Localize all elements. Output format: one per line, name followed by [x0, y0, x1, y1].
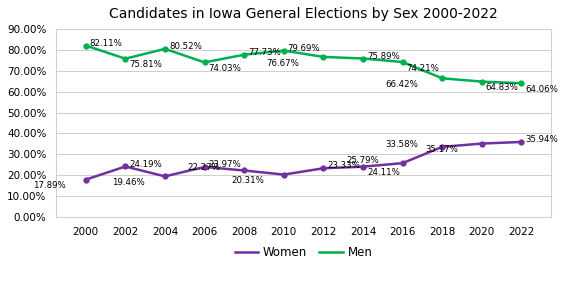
Men — [82, 44, 89, 47]
Text: 24.11%: 24.11% — [367, 169, 400, 177]
Text: 79.69%: 79.69% — [288, 44, 320, 53]
Women — [360, 165, 366, 169]
Text: 82.11%: 82.11% — [90, 39, 123, 48]
Men — [478, 80, 485, 83]
Text: 66.42%: 66.42% — [386, 80, 419, 89]
Line: Men: Men — [83, 43, 524, 86]
Women — [399, 161, 406, 165]
Women — [438, 145, 445, 149]
Text: 19.46%: 19.46% — [112, 178, 145, 187]
Women — [161, 175, 168, 178]
Text: 64.83%: 64.83% — [486, 83, 519, 92]
Line: Women: Women — [83, 140, 524, 182]
Title: Candidates in Iowa General Elections by Sex 2000-2022: Candidates in Iowa General Elections by … — [109, 7, 498, 21]
Text: 23.97%: 23.97% — [208, 160, 241, 169]
Text: 35.94%: 35.94% — [525, 135, 558, 144]
Men — [360, 57, 366, 60]
Men — [161, 47, 168, 51]
Women — [518, 140, 525, 144]
Text: 22.27%: 22.27% — [187, 163, 220, 172]
Text: 17.89%: 17.89% — [33, 182, 66, 191]
Women — [82, 178, 89, 182]
Men — [201, 61, 208, 64]
Text: 35.17%: 35.17% — [425, 145, 458, 154]
Text: 25.79%: 25.79% — [346, 156, 379, 165]
Text: 33.58%: 33.58% — [386, 140, 419, 149]
Text: 20.31%: 20.31% — [231, 176, 264, 185]
Women — [122, 165, 129, 168]
Women — [320, 166, 327, 170]
Men — [122, 57, 129, 61]
Text: 76.67%: 76.67% — [267, 59, 299, 68]
Text: 75.89%: 75.89% — [367, 52, 400, 61]
Men — [399, 60, 406, 64]
Legend: Women, Men: Women, Men — [230, 241, 377, 264]
Text: 75.81%: 75.81% — [130, 61, 162, 70]
Men — [438, 76, 445, 80]
Men — [518, 81, 525, 85]
Women — [241, 169, 248, 172]
Women — [201, 165, 208, 169]
Text: 80.52%: 80.52% — [169, 42, 202, 51]
Women — [281, 173, 287, 176]
Text: 74.03%: 74.03% — [208, 64, 241, 73]
Men — [281, 49, 287, 52]
Women — [478, 142, 485, 145]
Men — [241, 53, 248, 57]
Text: 64.06%: 64.06% — [525, 85, 558, 94]
Text: 24.19%: 24.19% — [130, 160, 162, 169]
Text: 23.33%: 23.33% — [327, 161, 360, 170]
Text: 74.21%: 74.21% — [407, 64, 440, 73]
Text: 77.73%: 77.73% — [248, 48, 281, 57]
Men — [320, 55, 327, 59]
